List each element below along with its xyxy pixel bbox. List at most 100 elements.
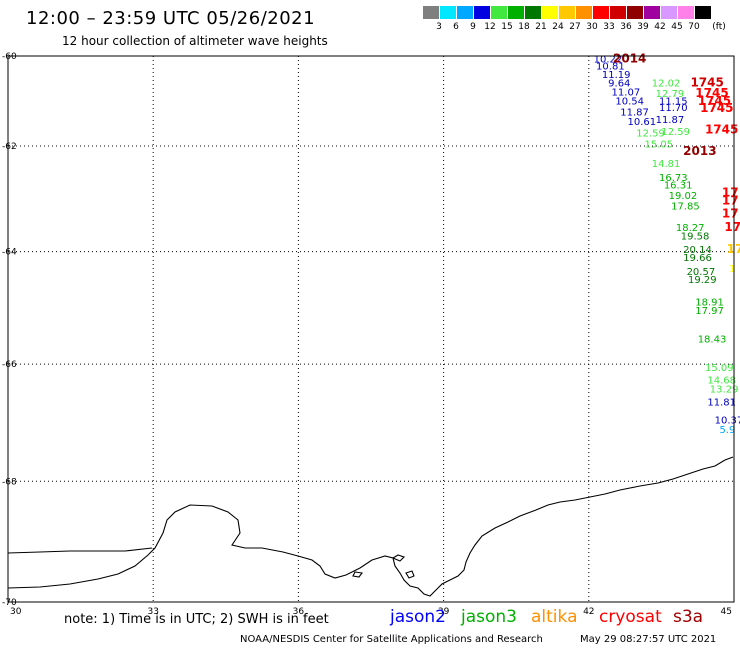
units-note: note: 1) Time is in UTC; 2) SWH is in fe… [64,612,329,627]
wave-height-value: 9.64 [608,78,630,89]
wave-height-value: 15.09 [705,363,734,374]
observation-time-label: 1745 [705,123,738,137]
color-swatch [474,6,490,19]
wave-height-value: 14.68 [707,376,736,387]
credit-organization: NOAA/NESDIS Center for Satellite Applica… [240,634,543,645]
observation-time-label: 17 [727,242,740,256]
color-scale-label: 33 [603,22,615,32]
color-swatch [423,6,439,19]
longitude-tick-label: 39 [438,607,450,617]
wave-height-value: 18.27 [676,223,705,234]
map-graticule [8,56,734,602]
wave-height-value: 11.87 [620,108,649,119]
wave-height-value: 11.07 [612,87,641,98]
color-scale-label: 30 [586,22,598,32]
longitude-tick-label: 30 [10,607,22,617]
observation-time-label: 1745 [695,86,728,100]
map-subtitle: 12 hour collection of altimeter wave hei… [62,34,328,48]
axis-tick-labels: 30 33 36 39 42 45 -60 -62 -64 -66 -68 -70 [2,52,732,617]
wave-height-value: 12.59 [636,129,665,140]
wave-height-value: 19.02 [669,191,698,202]
wave-height-value: 10.22 [594,54,623,65]
wave-height-value: 16.73 [659,173,688,184]
wave-height-value: 19.58 [681,231,710,242]
wave-height-value: 15.05 [644,140,673,151]
observation-time-label: 2013 [683,144,716,158]
color-swatch [644,6,660,19]
observation-time-label: 1745 [698,94,731,108]
wave-height-value: 11.81 [707,398,736,409]
latitude-tick-label: -70 [2,598,17,608]
color-scale-label: 3 [436,22,442,32]
longitude-tick-label: 42 [583,607,594,617]
latitude-tick-label: -64 [2,248,17,258]
longitude-tick-label: 45 [721,607,732,617]
wave-height-value: 18.91 [695,298,724,309]
color-swatch [678,6,694,19]
wave-height-value: 10.81 [596,62,625,73]
color-scale-label: 24 [552,22,564,32]
color-swatch [610,6,626,19]
antarctic-coastline [7,456,734,597]
legend-jason2: jason2 [390,607,446,627]
wave-height-value: 11.15 [659,97,688,108]
color-scale-label: 45 [671,22,683,32]
latitude-tick-label: -66 [2,360,17,370]
observation-time-label: 17 [724,220,740,234]
wave-height-value: 18.43 [698,334,727,345]
legend-altika: altika [531,607,578,627]
latitude-tick-label: -60 [2,52,17,62]
observation-time-label: 17 [722,207,739,221]
wave-height-value: 17.85 [671,202,700,213]
color-swatch [525,6,541,19]
color-swatch [491,6,507,19]
legend-jason3: jason3 [461,607,517,627]
color-scale-label: 70 [688,22,700,32]
color-swatch [627,6,643,19]
color-scale-unit: (ft) [712,22,726,32]
wave-height-value: 12.59 [661,127,690,138]
color-swatch [457,6,473,19]
wave-height-value: 5.9 [719,425,735,436]
wave-height-value: 20.14 [683,245,712,256]
observation-time-label: 1745 [690,75,723,89]
color-swatch [559,6,575,19]
wave-height-value: 14.81 [652,159,681,170]
color-scale-label: 12 [484,22,496,32]
map-frame [7,55,735,603]
latitude-tick-label: -68 [2,477,17,487]
wave-height-value: 10.61 [628,117,657,128]
legend-cryosat: cryosat [599,607,662,627]
color-scale-label: 27 [569,22,581,32]
legend-s3a: s3a [673,607,704,627]
credit-timestamp: May 29 08:27:57 UTC 2021 [580,634,717,645]
wave-height-value: 10.37 [715,415,740,426]
color-scale-label: 39 [637,22,649,32]
color-swatch [576,6,592,19]
wave-height-value: 17.97 [695,306,724,317]
longitude-tick-label: 33 [147,607,158,617]
color-swatch [440,6,456,19]
color-scale-label: 36 [620,22,632,32]
color-scale-label: 9 [470,22,476,32]
color-swatch [695,6,711,19]
map-title: 12:00 – 23:59 UTC 05/26/2021 [26,8,316,29]
longitude-tick-label: 36 [293,607,305,617]
latitude-tick-label: -62 [2,142,17,152]
color-scale-label: 42 [654,22,666,32]
wave-height-value: 11.19 [602,70,631,81]
wave-height-value: 20.57 [687,267,716,278]
wave-height-value: 12.02 [652,78,681,89]
wave-height-value: 11.87 [656,115,685,126]
wave-height-value: 19.29 [688,275,717,286]
observation-time-label: 1745 [700,101,733,115]
wave-height-value: 13.29 [710,384,739,395]
wave-height-value: 19.66 [683,253,712,264]
color-swatch [661,6,677,19]
color-scale-label: 21 [535,22,547,32]
color-scale-label: 6 [453,22,459,32]
observation-time-label: 2014 [613,51,646,65]
